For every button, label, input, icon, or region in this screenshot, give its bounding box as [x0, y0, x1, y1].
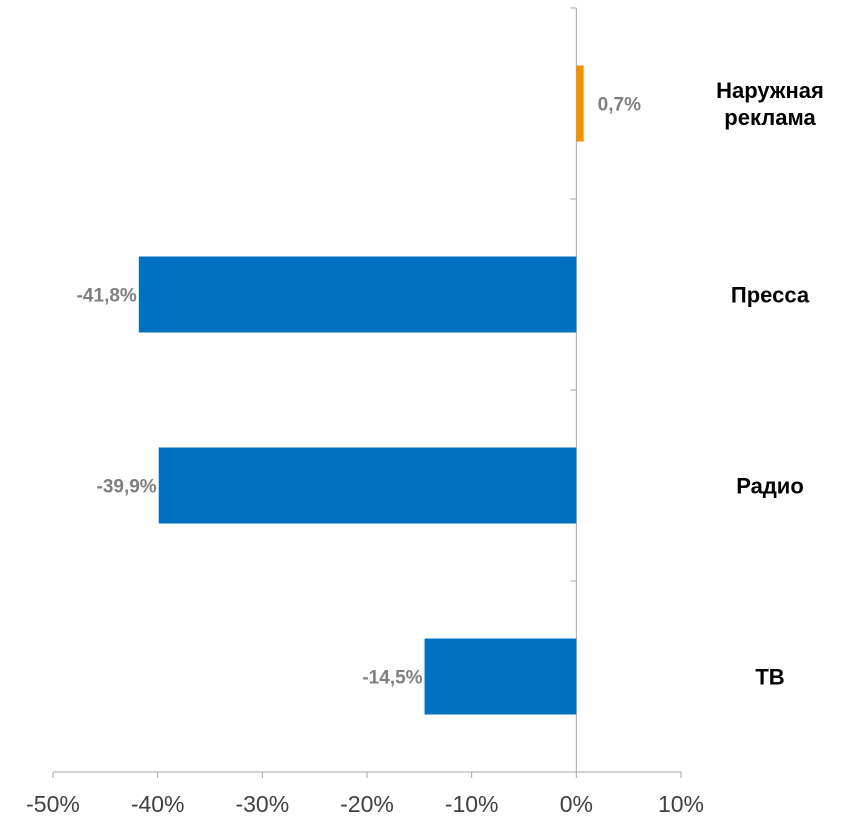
chart-bars [138, 65, 584, 715]
category-label-line: Наружная [716, 78, 824, 103]
x-tick-label: -10% [445, 791, 499, 817]
category-label: Пресса [731, 283, 810, 308]
data-label: 0,7% [598, 95, 641, 116]
category-label: ТВ [755, 665, 784, 690]
x-tick-label: -50% [26, 791, 80, 817]
category-label-line: реклама [724, 105, 816, 130]
chart-axes [52, 7, 682, 778]
category-label: Наружная реклама [716, 78, 824, 130]
category-label-line: Пресса [731, 283, 810, 308]
category-label-line: Радио [736, 474, 804, 499]
bar [424, 638, 577, 715]
chart-labels: -50% -40% -30% -20% -10% 0% 10% 0,7% Наружная рек… [26, 78, 824, 817]
bar [576, 65, 584, 142]
x-tick-label: -20% [340, 791, 394, 817]
category-label-line: ТВ [755, 665, 784, 690]
category-label: Радио [736, 474, 804, 499]
x-tick-label: -30% [235, 791, 289, 817]
bar [158, 447, 577, 524]
data-label: -41,8% [77, 286, 137, 307]
data-label: -39,9% [97, 477, 157, 498]
bar [138, 256, 577, 333]
data-label: -14,5% [362, 668, 422, 689]
x-tick-label: -40% [131, 791, 185, 817]
x-tick-label: 10% [658, 791, 704, 817]
x-tick-label: 0% [560, 791, 593, 817]
